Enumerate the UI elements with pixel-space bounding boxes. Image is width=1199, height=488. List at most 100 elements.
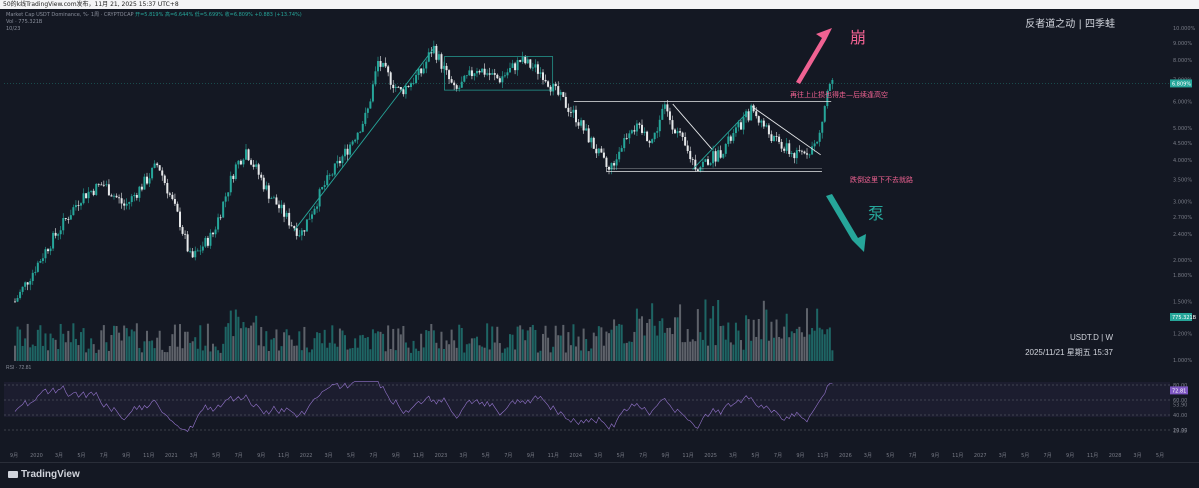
volume-bar bbox=[582, 328, 585, 361]
candle-body bbox=[478, 70, 481, 73]
volume-bar bbox=[166, 352, 169, 361]
rsi-marker-label: 72.81 bbox=[1172, 388, 1186, 394]
volume-bar bbox=[97, 349, 100, 361]
volume-bar bbox=[118, 332, 121, 361]
volume-bar bbox=[729, 342, 732, 361]
candle-body bbox=[488, 73, 491, 75]
volume-bar bbox=[534, 329, 537, 361]
price-tick-label: 3.000% bbox=[1173, 200, 1192, 206]
candle-body bbox=[242, 159, 245, 165]
time-tick-label: 7月 bbox=[235, 453, 243, 459]
volume-bar bbox=[318, 333, 321, 361]
volume-bar bbox=[656, 335, 659, 361]
volume-bar bbox=[181, 348, 184, 361]
candle-body bbox=[458, 87, 461, 89]
candle-body bbox=[333, 163, 336, 175]
volume-bar bbox=[49, 333, 52, 361]
volume-bar bbox=[620, 324, 623, 361]
candle-body bbox=[435, 45, 438, 60]
volume-bar bbox=[752, 319, 755, 361]
time-tick-label: 3月 bbox=[324, 453, 332, 459]
time-tick-label: 9月 bbox=[796, 453, 804, 459]
time-tick-label: 5月 bbox=[347, 453, 355, 459]
price-tick-label: 4.500% bbox=[1173, 141, 1192, 147]
candle-body bbox=[115, 195, 118, 198]
volume-bar bbox=[732, 344, 735, 361]
candle-body bbox=[49, 248, 52, 252]
candle-body bbox=[232, 175, 235, 179]
candle-body bbox=[402, 89, 405, 95]
volume-bar bbox=[303, 326, 306, 361]
volume-bar bbox=[194, 337, 197, 361]
volume-bar bbox=[163, 352, 166, 361]
volume-bar bbox=[252, 322, 255, 361]
candle-body bbox=[605, 157, 608, 167]
volume-bar bbox=[486, 323, 489, 361]
candle-body bbox=[214, 229, 217, 235]
candle-body bbox=[430, 52, 433, 54]
volume-bar bbox=[727, 322, 730, 361]
volume-bar bbox=[803, 336, 806, 361]
volume-bar bbox=[750, 340, 753, 361]
time-tick-label: 3月 bbox=[459, 453, 467, 459]
volume-bar bbox=[559, 335, 562, 361]
candle-body bbox=[422, 68, 425, 74]
candle-body bbox=[595, 148, 598, 154]
volume-bar bbox=[605, 331, 608, 361]
volume-bar bbox=[41, 345, 44, 361]
volume-bar bbox=[681, 342, 684, 361]
volume-bar bbox=[742, 349, 745, 361]
volume-bar bbox=[313, 338, 316, 361]
candle-body bbox=[344, 148, 346, 157]
volume-bar bbox=[498, 343, 501, 361]
time-tick-label: 5月 bbox=[482, 453, 490, 459]
price-tick-label: 3.500% bbox=[1173, 177, 1192, 183]
volume-bar bbox=[562, 324, 565, 361]
arrow-up-icon bbox=[796, 28, 832, 84]
candle-body bbox=[199, 250, 202, 252]
volume-bar bbox=[133, 331, 136, 361]
candle-body bbox=[724, 143, 727, 154]
volume-bar bbox=[417, 350, 420, 361]
time-tick-label: 11月 bbox=[143, 453, 154, 459]
candle-body bbox=[722, 153, 725, 158]
volume-bar bbox=[267, 350, 270, 361]
volume-bar bbox=[265, 331, 268, 361]
volume-bar bbox=[813, 330, 816, 361]
volume-bar bbox=[734, 322, 737, 361]
price-tick-label: 2.400% bbox=[1173, 232, 1192, 238]
volume-bar bbox=[16, 326, 19, 361]
time-tick-label: 9月 bbox=[257, 453, 265, 459]
time-tick-label: 2020 bbox=[30, 453, 43, 459]
tradingview-logo[interactable]: TradingView bbox=[8, 469, 80, 480]
candle-body bbox=[689, 151, 692, 160]
candle-body bbox=[331, 174, 334, 176]
volume-bar bbox=[453, 340, 456, 361]
time-tick-label: 2028 bbox=[1109, 453, 1122, 459]
candle-body bbox=[272, 197, 275, 199]
candle-body bbox=[463, 75, 466, 82]
price-tick-label: 1.800% bbox=[1173, 273, 1192, 279]
candle-body bbox=[120, 198, 123, 204]
volume-bar bbox=[234, 309, 237, 361]
candle-body bbox=[694, 159, 697, 170]
candle-body bbox=[245, 149, 247, 160]
volume-bar bbox=[298, 331, 301, 361]
volume-bar bbox=[80, 332, 82, 361]
price-chart[interactable]: 10.000%9.000%8.000%7.000%6.000%5.000%4.5… bbox=[0, 0, 1199, 462]
candle-body bbox=[597, 148, 600, 154]
time-tick-label: 7月 bbox=[369, 453, 377, 459]
volume-bar bbox=[567, 332, 570, 361]
volume-bar bbox=[105, 342, 108, 361]
candle-body bbox=[184, 233, 187, 235]
time-tick-label: 11月 bbox=[1087, 453, 1098, 459]
volume-bar bbox=[146, 330, 148, 361]
time-tick-label: 11月 bbox=[278, 453, 289, 459]
volume-bar bbox=[278, 350, 280, 361]
volume-bar bbox=[158, 330, 161, 361]
candle-body bbox=[450, 79, 453, 83]
volume-bar bbox=[437, 348, 440, 361]
candle-body bbox=[161, 170, 164, 176]
volume-bar bbox=[430, 323, 433, 361]
volume-bar bbox=[328, 342, 331, 361]
